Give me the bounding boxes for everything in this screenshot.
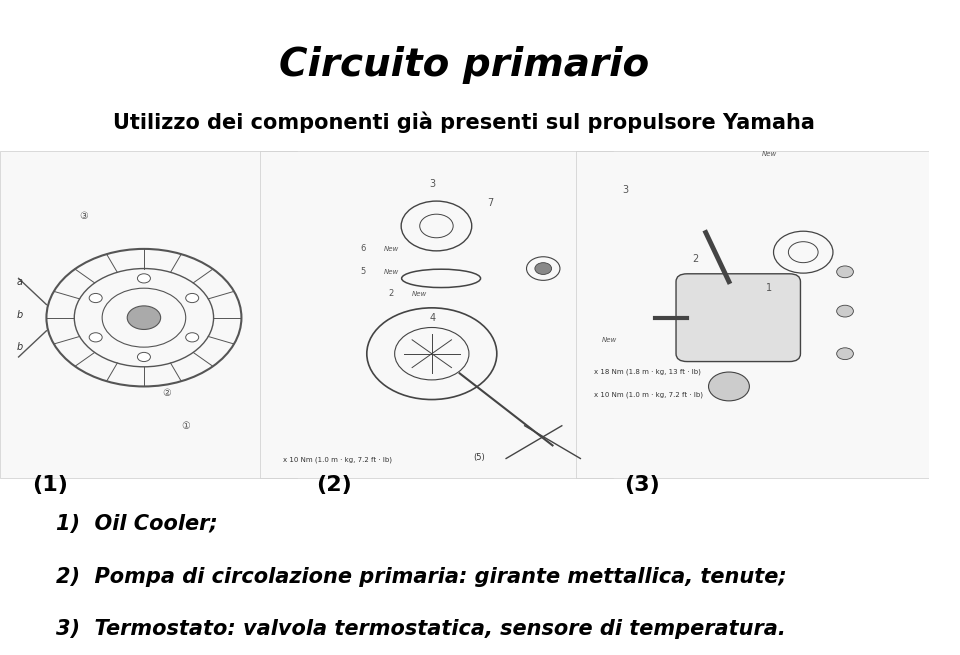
Text: b: b — [16, 310, 23, 320]
Text: 7: 7 — [488, 198, 493, 208]
Text: x 18 Nm (1.8 m · kg, 13 ft · lb): x 18 Nm (1.8 m · kg, 13 ft · lb) — [594, 368, 701, 375]
Text: 3: 3 — [429, 179, 435, 189]
Text: 3)  Termostato: valvola termostatica, sensore di temperatura.: 3) Termostato: valvola termostatica, sen… — [56, 619, 785, 639]
Text: New: New — [383, 269, 398, 275]
Text: b: b — [16, 343, 23, 352]
Text: 4: 4 — [430, 313, 436, 323]
Circle shape — [185, 293, 199, 303]
Circle shape — [128, 306, 160, 329]
Circle shape — [837, 348, 853, 360]
Circle shape — [837, 305, 853, 317]
Text: ②: ② — [162, 388, 171, 398]
Text: New: New — [761, 151, 777, 157]
Text: 3: 3 — [622, 185, 628, 195]
Circle shape — [137, 274, 151, 283]
Text: 1: 1 — [766, 284, 772, 293]
Text: New: New — [602, 337, 617, 343]
Text: 2)  Pompa di circolazione primaria: girante mettallica, tenute;: 2) Pompa di circolazione primaria: giran… — [56, 567, 786, 587]
Text: New: New — [412, 291, 426, 297]
Text: (3): (3) — [624, 475, 660, 495]
FancyBboxPatch shape — [576, 151, 928, 478]
Circle shape — [185, 333, 199, 342]
Circle shape — [137, 352, 151, 362]
Text: 1)  Oil Cooler;: 1) Oil Cooler; — [56, 514, 218, 534]
Text: a: a — [16, 277, 23, 287]
Text: (2): (2) — [316, 475, 351, 495]
FancyBboxPatch shape — [676, 274, 801, 362]
Text: Circuito primario: Circuito primario — [279, 46, 649, 84]
FancyBboxPatch shape — [260, 151, 612, 478]
Text: 2: 2 — [692, 254, 698, 264]
Text: (1): (1) — [33, 475, 68, 495]
Circle shape — [89, 293, 102, 303]
Text: 2: 2 — [388, 289, 394, 298]
Text: Utilizzo dei componenti già presenti sul propulsore Yamaha: Utilizzo dei componenti già presenti sul… — [113, 111, 815, 133]
Text: 5: 5 — [360, 267, 366, 276]
Text: 6: 6 — [360, 244, 366, 253]
Circle shape — [837, 266, 853, 278]
Circle shape — [89, 333, 102, 342]
Text: New: New — [383, 246, 398, 252]
Text: x 10 Nm (1.0 m · kg, 7.2 ft · lb): x 10 Nm (1.0 m · kg, 7.2 ft · lb) — [594, 391, 704, 398]
Circle shape — [708, 372, 750, 401]
Text: ①: ① — [181, 421, 190, 431]
FancyBboxPatch shape — [0, 151, 298, 478]
Text: ③: ③ — [79, 212, 87, 221]
Text: (5): (5) — [473, 453, 486, 462]
Circle shape — [535, 263, 552, 274]
Text: x 10 Nm (1.0 m · kg, 7.2 ft · lb): x 10 Nm (1.0 m · kg, 7.2 ft · lb) — [283, 457, 393, 463]
